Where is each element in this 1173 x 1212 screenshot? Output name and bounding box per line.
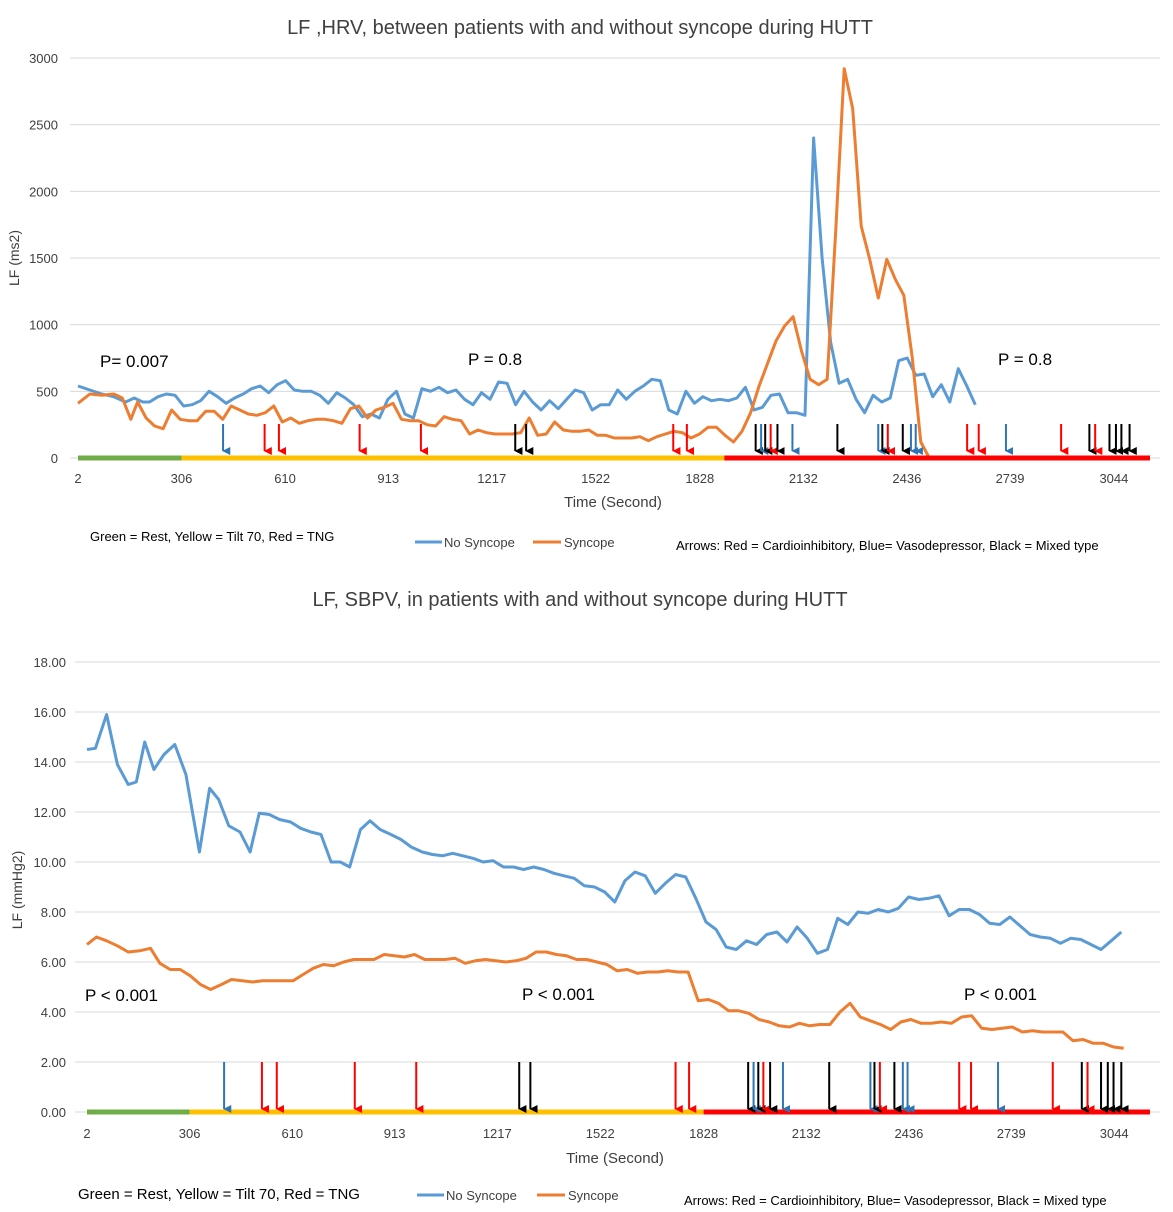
legend-no-syncope-label: No Syncope xyxy=(446,1188,517,1203)
legend-syncope-label: Syncope xyxy=(568,1188,619,1203)
chart-hrv: LF ,HRV, between patients with and witho… xyxy=(6,17,1160,553)
chart-hrv-p-value-rest: P= 0.007 xyxy=(100,352,169,371)
chart-hrv-y-ticks: 0 500 1000 1500 2000 2500 3000 xyxy=(29,51,58,466)
x-tick-label: 1828 xyxy=(689,1126,718,1141)
chart-sbpv-y-axis-label: LF (mmHg2) xyxy=(9,851,25,930)
series-line-no-syncope xyxy=(86,713,1123,955)
chart-sbpv-gridlines xyxy=(75,661,1160,1113)
chart-hrv-y-axis-label: LF (ms2) xyxy=(6,230,22,286)
chart-sbpv-legend: No Syncope Syncope xyxy=(417,1188,619,1203)
chart-sbpv-event-arrows xyxy=(223,1062,1129,1113)
y-tick-label: 0 xyxy=(51,451,58,466)
chart-sbpv-p-value-rest: P < 0.001 xyxy=(85,986,158,1005)
x-tick-label: 1217 xyxy=(483,1126,512,1141)
x-tick-label: 1522 xyxy=(581,471,610,486)
y-tick-label: 0.00 xyxy=(41,1105,66,1120)
chart-sbpv-x-axis-label: Time (Second) xyxy=(566,1150,664,1167)
x-tick-label: 2436 xyxy=(894,1126,923,1141)
x-tick-label: 913 xyxy=(384,1126,406,1141)
x-tick-label: 2739 xyxy=(997,1126,1026,1141)
x-tick-label: 1217 xyxy=(477,471,506,486)
y-tick-label: 3000 xyxy=(29,51,58,66)
chart-sbpv-phase-legend: Green = Rest, Yellow = Tilt 70, Red = TN… xyxy=(78,1186,360,1203)
y-tick-label: 6.00 xyxy=(41,955,66,970)
x-tick-label: 610 xyxy=(281,1126,303,1141)
x-tick-label: 3044 xyxy=(1100,1126,1129,1141)
y-tick-label: 2.00 xyxy=(41,1055,66,1070)
series-line-syncope xyxy=(77,67,931,459)
chart-sbpv-arrow-legend: Arrows: Red = Cardioinhibitory, Blue= Va… xyxy=(684,1193,1107,1208)
chart-sbpv: LF, SBPV, in patients with and without s… xyxy=(9,589,1160,1208)
y-tick-label: 2500 xyxy=(29,118,58,133)
x-tick-label: 306 xyxy=(171,471,193,486)
chart-hrv-x-ticks: 2 306 610 913 1217 1522 1828 2132 2436 2739 3044 xyxy=(74,471,1128,486)
chart-hrv-x-axis-label: Time (Second) xyxy=(564,494,662,511)
legend-syncope-label: Syncope xyxy=(564,535,615,550)
chart-hrv-legend: No Syncope Syncope xyxy=(415,535,615,550)
chart-sbpv-y-ticks: 0.00 2.00 4.00 6.00 8.00 10.00 12.00 14.00 16.00… xyxy=(33,655,66,1120)
chart-hrv-title: LF ,HRV, between patients with and witho… xyxy=(287,17,873,39)
y-tick-label: 1000 xyxy=(29,318,58,333)
x-tick-label: 2132 xyxy=(789,471,818,486)
x-tick-label: 1522 xyxy=(586,1126,615,1141)
y-tick-label: 500 xyxy=(36,384,58,399)
x-tick-label: 2 xyxy=(74,471,81,486)
y-tick-label: 8.00 xyxy=(41,905,66,920)
chart-sbpv-title: LF, SBPV, in patients with and without s… xyxy=(312,589,847,611)
chart-hrv-arrow-legend: Arrows: Red = Cardioinhibitory, Blue= Va… xyxy=(676,538,1099,553)
chart-sbpv-p-value-tng: P < 0.001 xyxy=(964,985,1037,1004)
x-tick-label: 913 xyxy=(377,471,399,486)
y-tick-label: 14.00 xyxy=(33,755,66,770)
chart-hrv-event-arrows xyxy=(222,424,1137,455)
y-tick-label: 1500 xyxy=(29,251,58,266)
chart-sbpv-p-value-tilt: P < 0.001 xyxy=(522,985,595,1004)
x-tick-label: 610 xyxy=(274,471,296,486)
legend-no-syncope-label: No Syncope xyxy=(444,535,515,550)
x-tick-label: 3044 xyxy=(1099,471,1128,486)
chart-sbpv-series xyxy=(86,713,1124,1050)
x-tick-label: 1828 xyxy=(685,471,714,486)
x-tick-label: 306 xyxy=(179,1126,201,1141)
y-tick-label: 18.00 xyxy=(33,655,66,670)
chart-hrv-p-value-tilt: P = 0.8 xyxy=(468,350,522,369)
y-tick-label: 12.00 xyxy=(33,805,66,820)
chart-hrv-p-value-tng: P = 0.8 xyxy=(998,350,1052,369)
chart-sbpv-x-ticks: 2 306 610 913 1217 1522 1828 2132 2436 2739 3044 xyxy=(83,1126,1128,1141)
chart-hrv-phase-legend: Green = Rest, Yellow = Tilt 70, Red = TN… xyxy=(90,529,334,544)
y-tick-label: 2000 xyxy=(29,184,58,199)
x-tick-label: 2132 xyxy=(792,1126,821,1141)
y-tick-label: 10.00 xyxy=(33,855,66,870)
chart-hrv-series xyxy=(77,67,977,459)
y-tick-label: 16.00 xyxy=(33,705,66,720)
series-line-no-syncope xyxy=(77,136,977,420)
x-tick-label: 2739 xyxy=(996,471,1025,486)
x-tick-label: 2 xyxy=(83,1126,90,1141)
y-tick-label: 4.00 xyxy=(41,1005,66,1020)
chart-hrv-gridlines xyxy=(70,57,1160,459)
series-line-syncope xyxy=(86,935,1124,1050)
x-tick-label: 2436 xyxy=(892,471,921,486)
